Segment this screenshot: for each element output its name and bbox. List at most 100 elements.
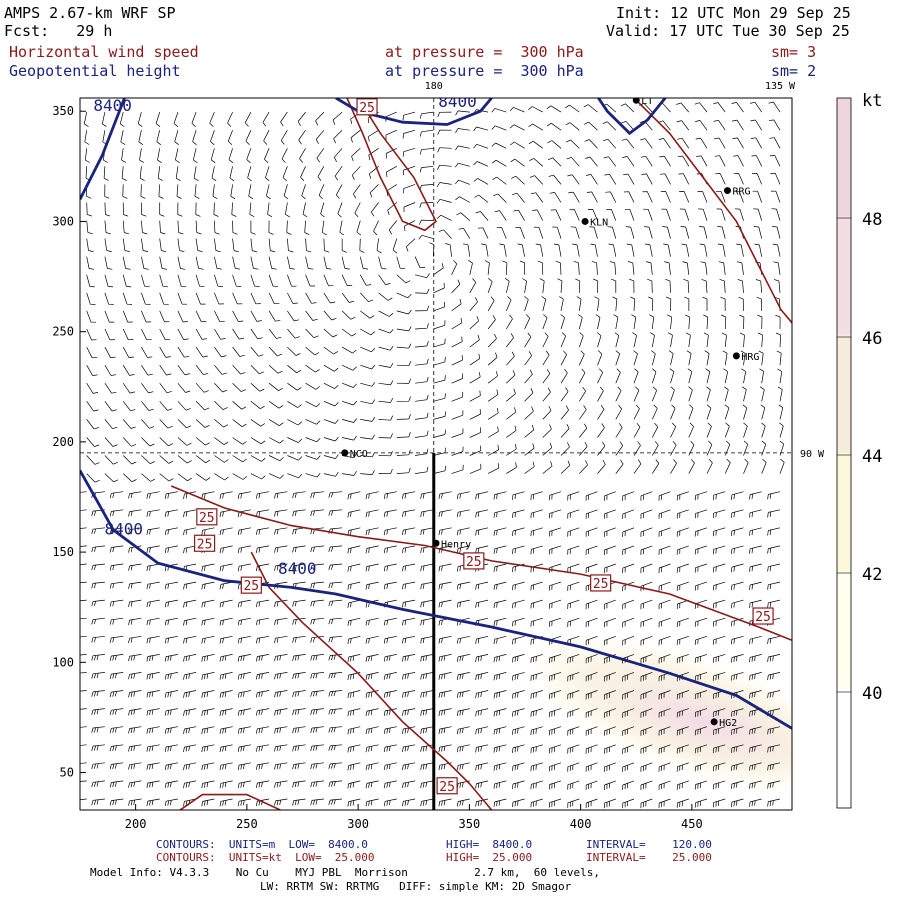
wind-barb-573 <box>341 310 356 320</box>
wind-barb-463 <box>283 184 289 200</box>
wind-barb-280 <box>201 672 215 680</box>
wind-barb-321 <box>219 635 233 644</box>
wind-barb-735 <box>403 202 416 212</box>
wind-barb-99 <box>122 419 136 429</box>
wind-barb-364 <box>237 563 251 572</box>
wind-barb-1478 <box>751 155 763 167</box>
wind-barb-1473 <box>754 243 763 257</box>
wind-barb-1493 <box>767 599 781 608</box>
wind-barb-1025 <box>548 599 562 609</box>
wind-barb-805 <box>451 336 463 348</box>
wind-barb-394 <box>255 726 270 734</box>
wind-barb-1184 <box>622 545 635 556</box>
wind-barb-729 <box>415 305 430 312</box>
footer-speed-high: HIGH= 25.000 <box>446 851 533 864</box>
wind-barb-1197 <box>630 296 636 311</box>
wind-barb-1030 <box>548 509 562 519</box>
wind-barb-282 <box>201 635 215 644</box>
wind-barb-803 <box>451 373 463 384</box>
wind-barb-881 <box>487 371 498 384</box>
wind-barb-609 <box>360 364 376 370</box>
wind-barb-530 <box>323 382 339 389</box>
wind-barb-349 <box>227 130 233 145</box>
wind-barb-506 <box>297 111 306 126</box>
speed-contour-0 <box>170 485 792 642</box>
footer-model-info: Model Info: V4.3.3 No Cu MYJ PBL Morriso… <box>90 866 600 879</box>
wind-barb-1193 <box>633 368 639 384</box>
wind-barb-1018 <box>548 726 562 736</box>
wind-barb-98 <box>122 437 137 447</box>
wind-barb-714 <box>402 581 416 590</box>
wind-barb-686 <box>396 378 412 384</box>
wind-barb-957 <box>524 406 534 420</box>
wind-barb-1273 <box>668 332 673 348</box>
wind-barb-1499 <box>767 491 781 500</box>
wind-barb-670 <box>383 672 397 680</box>
wind-barb-950 <box>512 545 525 555</box>
field2-name: Geopotential height <box>9 62 181 80</box>
wind-barb-68 <box>104 274 114 288</box>
wind-barb-1161 <box>608 243 617 257</box>
wind-barb-1138 <box>604 672 616 682</box>
lon-label-180: 180 <box>425 81 443 92</box>
wind-barb-1458 <box>749 527 762 536</box>
wind-barb-224 <box>177 274 187 288</box>
wind-barb-1433 <box>736 261 744 275</box>
wind-barb-702 <box>402 798 416 807</box>
wind-barb-1449 <box>749 690 762 699</box>
wind-barb-1396 <box>717 226 726 239</box>
wind-barb-227 <box>177 220 184 235</box>
wind-barb-495 <box>305 310 318 321</box>
wind-barb-726 <box>415 358 429 366</box>
wind-barb-126 <box>128 635 142 644</box>
wind-barb-410 <box>268 437 284 444</box>
wind-barb-1068 <box>567 527 580 537</box>
wind-barb-482 <box>292 545 306 553</box>
wind-barb-386 <box>247 166 252 182</box>
wind-barb-743 <box>420 762 434 771</box>
wind-barb-452 <box>287 382 302 391</box>
speed-label-7: 25 <box>439 780 455 795</box>
wind-barb-847 <box>469 278 477 294</box>
wind-barb-369 <box>250 473 266 480</box>
wind-barb-1356 <box>699 243 708 257</box>
wind-barb-631 <box>365 672 379 680</box>
wind-barb-471 <box>292 744 306 752</box>
wind-barb-519 <box>310 581 324 589</box>
wind-barb-189 <box>159 202 165 217</box>
wind-barb-918 <box>506 407 517 420</box>
wind-barb-1049 <box>547 157 562 167</box>
wind-barb-199 <box>164 726 178 734</box>
speed-label-4: 25 <box>466 555 482 570</box>
wind-barb-800 <box>451 428 464 438</box>
wind-barb-444 <box>274 527 288 535</box>
wind-barb-642 <box>378 468 393 475</box>
wind-barb-372 <box>250 419 266 427</box>
wind-barb-336 <box>232 364 246 375</box>
wind-barb-547 <box>328 780 343 787</box>
wind-barb-860 <box>475 762 489 771</box>
wind-barb-1312 <box>685 332 691 348</box>
wind-barb-828 <box>456 635 470 644</box>
wind-barb-576 <box>341 256 350 270</box>
wind-barb-322 <box>219 617 233 626</box>
wind-barb-1035 <box>560 405 569 420</box>
wind-barb-854 <box>455 162 470 168</box>
wind-barb-85 <box>109 672 124 679</box>
wind-barb-1461 <box>761 458 767 474</box>
wind-barb-159 <box>146 744 160 752</box>
wind-barb-84 <box>109 690 124 698</box>
wind-barb-661 <box>368 129 379 142</box>
wind-barb-555 <box>328 635 343 643</box>
wind-barb-260 <box>195 328 208 340</box>
wind-barb-1454 <box>749 599 762 609</box>
wind-barb-1141 <box>604 617 616 628</box>
speed-contour-1 <box>250 551 493 810</box>
wind-barb-1480 <box>750 119 762 131</box>
wind-barb-1407 <box>731 744 744 753</box>
wind-barb-734 <box>404 220 416 232</box>
wind-barb-722 <box>415 430 429 438</box>
wind-barb-1130 <box>583 104 598 113</box>
wind-barb-628 <box>365 726 379 735</box>
wind-barb-1150 <box>615 441 623 456</box>
